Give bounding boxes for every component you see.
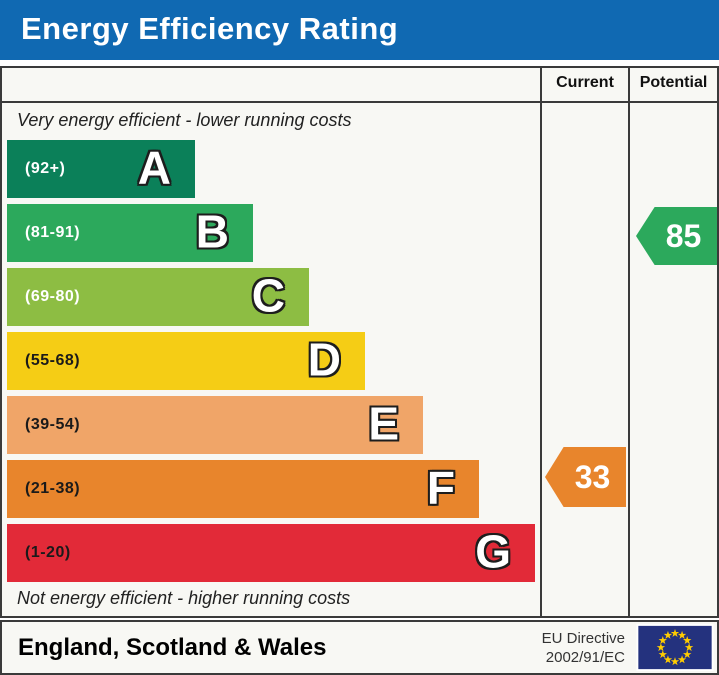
potential-column-header: Potential: [639, 74, 708, 91]
band-letter: E: [368, 397, 399, 450]
eu-directive-label: EU Directive 2002/91/EC: [542, 629, 625, 667]
band-range-label: (39-54): [25, 416, 81, 433]
band-letter: C: [251, 269, 285, 322]
title-bar: Energy Efficiency Rating: [0, 0, 719, 60]
column-divider-potential: [628, 68, 630, 616]
column-divider-current: [540, 68, 542, 616]
band-range-label: (55-68): [25, 352, 81, 369]
band-letter: B: [195, 205, 229, 258]
potential-rating-value: 85: [665, 218, 702, 254]
band-range-label: (21-38): [25, 480, 81, 497]
band-letter: G: [475, 525, 511, 578]
page-title: Energy Efficiency Rating: [21, 11, 399, 46]
band-range-label: (81-91): [25, 224, 81, 241]
potential-rating-arrow: 85: [636, 207, 717, 265]
rating-chart-panel: Current Potential Very energy efficient …: [0, 66, 719, 618]
band-b: (81-91) B: [7, 204, 253, 262]
current-column-header: Current: [556, 74, 614, 91]
band-f: (21-38) F: [7, 460, 479, 518]
current-rating-value: 33: [574, 459, 611, 495]
band-d: (55-68) D: [7, 332, 365, 390]
band-c: (69-80) C: [7, 268, 309, 326]
band-letter: F: [426, 461, 455, 514]
band-a: (92+) A: [7, 140, 195, 198]
note-not-efficient: Not energy efficient - higher running co…: [17, 588, 351, 608]
band-range-label: (1-20): [25, 544, 71, 561]
band-letter: D: [307, 333, 341, 386]
footer-bar: England, Scotland & Wales EU Directive 2…: [0, 620, 719, 675]
eu-directive-line2: 2002/91/EC: [545, 649, 625, 666]
eu-flag-icon: [636, 624, 714, 671]
header-row-divider: [2, 101, 717, 103]
band-range-label: (92+): [25, 160, 66, 177]
region-label: England, Scotland & Wales: [18, 634, 327, 661]
note-very-efficient: Very energy efficient - lower running co…: [17, 110, 352, 130]
current-rating-arrow: 33: [545, 447, 626, 507]
band-letter: A: [137, 141, 171, 194]
band-range-label: (69-80): [25, 288, 81, 305]
eu-directive-line1: EU Directive: [541, 630, 625, 647]
band-e: (39-54) E: [7, 396, 423, 454]
band-g: (1-20) G: [7, 524, 535, 582]
